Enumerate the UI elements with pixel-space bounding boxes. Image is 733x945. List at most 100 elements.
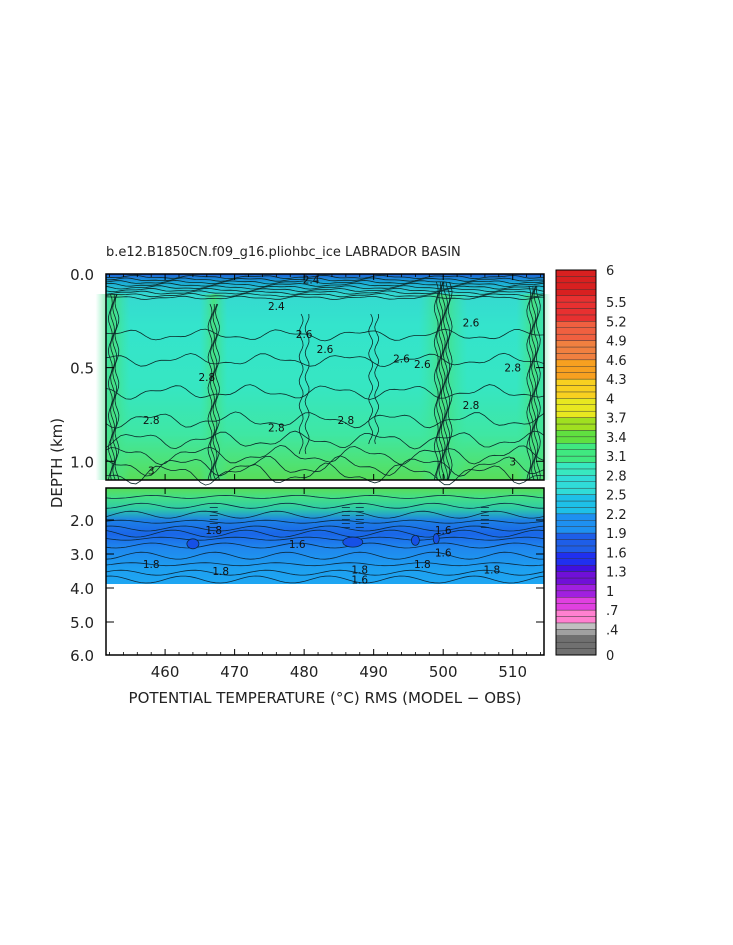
colorbar-swatch: [555, 346, 597, 354]
colorbar-swatch: [555, 269, 597, 277]
colorbar-swatch: [555, 430, 597, 438]
contour-label: 2.4: [268, 301, 285, 313]
colorbar-swatch: [555, 366, 597, 373]
contour-line: [105, 502, 544, 509]
colorbar-swatch: [555, 475, 597, 482]
colorbar-label: .7: [606, 604, 618, 619]
contour-label: 1.6: [289, 539, 306, 551]
upper-panel-fill: [106, 274, 544, 480]
colorbar-swatch: [555, 558, 597, 566]
colorbar-swatch: [555, 597, 597, 604]
colorbar-swatch: [555, 616, 597, 624]
colorbar-swatch: [555, 513, 597, 521]
x-tick-label: 470: [220, 663, 249, 681]
y-tick-label: 6.0: [70, 647, 94, 665]
y-tick-label: 3.0: [70, 546, 94, 564]
contour-label: 2.6: [393, 353, 410, 365]
contour-label: 2.6: [296, 329, 313, 341]
colorbar-swatch: [555, 545, 597, 553]
contour-line: [436, 281, 441, 481]
contour-line: [433, 281, 439, 481]
colorbar-swatch: [555, 423, 597, 431]
colorbar-swatch: [555, 500, 597, 508]
colorbar-swatch: [555, 436, 597, 444]
contour-line: [107, 293, 113, 481]
colorbar-swatch: [555, 359, 597, 367]
colorbar-swatch: [555, 378, 597, 386]
contour-line: [374, 313, 380, 445]
colorbar-swatch: [555, 468, 597, 476]
colorbar-label: 1.6: [606, 546, 627, 561]
y-axis-label: DEPTH (km): [48, 418, 66, 508]
contour-line: [105, 352, 545, 367]
y-tick-label: 1.0: [70, 453, 94, 471]
contour-label: 1.8: [205, 525, 222, 537]
colorbar-swatch: [555, 552, 597, 559]
contour-line: [531, 285, 536, 481]
colorbar-swatch: [555, 391, 597, 399]
contour-line: [105, 569, 545, 576]
colorbar: 6 5.5 5.2 4.9 4.6 4.3 4 3.7 3.4 3.1 2.8 2.5 2.2 1.9 1.…: [555, 264, 627, 664]
lower-panel: 1.81.81.61.81.61.81.61.81.8 1.6: [105, 487, 545, 656]
colorbar-label: 3.1: [606, 450, 627, 465]
colorbar-swatch: [555, 410, 597, 418]
colorbar-swatch: [555, 609, 597, 617]
colorbar-swatch: [555, 282, 597, 290]
contour-line: [445, 281, 451, 481]
colorbar-swatch: [555, 462, 597, 470]
contour-label: 2.8: [143, 415, 160, 427]
contour-line: [207, 303, 213, 481]
colorbar-swatch: [555, 603, 597, 611]
contour-line: [105, 519, 545, 524]
x-tick-label: 460: [151, 663, 180, 681]
colorbar-swatch: [555, 301, 597, 309]
contour-label: 2.6: [463, 318, 480, 330]
colorbar-label: 4: [606, 392, 614, 407]
contour-label: 2.4: [303, 275, 320, 287]
contour-line: [105, 494, 545, 499]
contour-label: 1.8: [484, 564, 501, 576]
colorbar-label: .4: [606, 623, 618, 638]
upper-contour-labels: 2.4 2.4 2.6 2.6 2.6 2.6 2.6 2.8 2.8 2.8 2.8 2.8 2.8 3…: [143, 275, 521, 478]
colorbar-swatch: [555, 404, 597, 412]
colorbar-swatch: [555, 353, 597, 361]
y-axis-lower: 2.0 3.0 4.0 5.0 6.0: [70, 512, 544, 665]
contour-line: [105, 292, 545, 298]
contour-line: [440, 281, 446, 481]
contour-line: [105, 462, 545, 486]
contour-line: [535, 285, 541, 481]
colorbar-swatch: [555, 622, 597, 630]
lower-contour-labels: 1.81.81.61.81.61.81.61.81.8 1.6: [143, 525, 500, 586]
colorbar-label: 2.8: [606, 469, 627, 484]
colorbar-swatch: [555, 494, 597, 502]
contour-label: 2.8: [338, 415, 355, 427]
colorbar-swatch: [555, 340, 597, 348]
contour-label: 1.6: [435, 547, 452, 559]
contour-label: 1.8: [351, 564, 368, 576]
contour-line: [114, 293, 120, 481]
lower-contour-lines: [105, 494, 545, 584]
contour-line: [105, 430, 545, 450]
y-tick-label: 0.0: [70, 266, 94, 284]
contour-line: [438, 281, 444, 481]
contour-label: 1.8: [414, 559, 431, 571]
colorbar-label: 4.6: [606, 354, 627, 369]
contour-line: [447, 281, 453, 481]
colorbar-swatch: [555, 590, 597, 598]
y-tick-label: 0.5: [70, 360, 94, 378]
contour-line: [105, 287, 545, 293]
colorbar-label: 4.9: [606, 335, 627, 350]
colorbar-label: 0: [606, 649, 614, 664]
contour-line: [105, 444, 545, 466]
colorbar-label: 1: [606, 585, 614, 600]
colorbar-swatch: [555, 455, 597, 463]
contour-label: 2.8: [504, 363, 521, 375]
contour-line: [105, 551, 544, 560]
colorbar-swatch: [555, 385, 597, 393]
colorbar-swatch: [555, 532, 597, 540]
contour-line: [298, 313, 304, 455]
colorbar-label: 2.2: [606, 508, 627, 523]
colorbar-swatch: [555, 333, 597, 341]
colorbar-label: 1.3: [606, 566, 627, 581]
chart-title: b.e12.B1850CN.f09_g16.pliohbc_ice LABRAD…: [106, 245, 461, 260]
